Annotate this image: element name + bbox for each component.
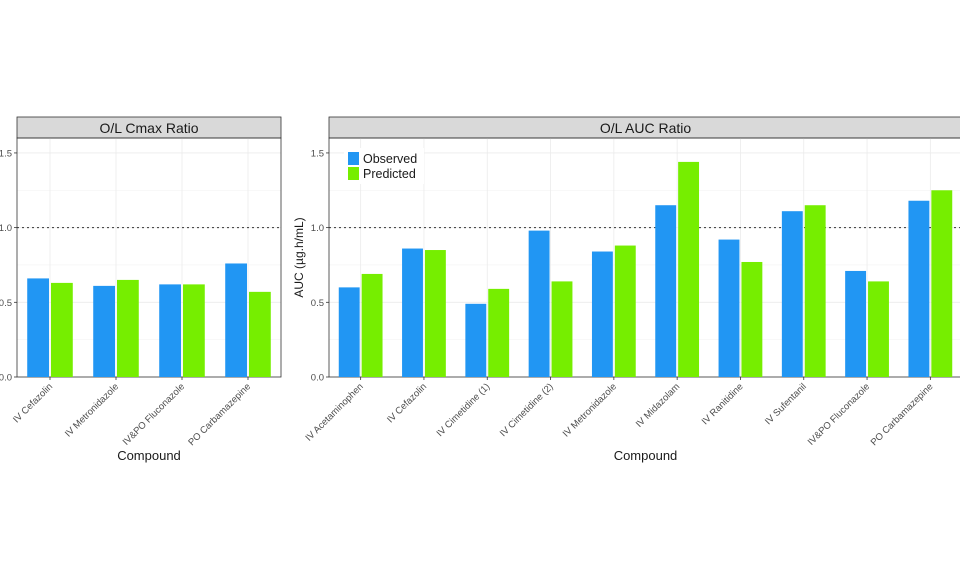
x-tick-label: IV Acetaminophen [303, 381, 365, 443]
panel-title: O/L Cmax Ratio [99, 120, 198, 136]
predicted-bar-6 [678, 161, 700, 377]
observed-bar-10 [908, 200, 930, 377]
x-tick-label: IV&PO Fluconazole [121, 381, 187, 447]
panel-border [16, 137, 282, 378]
x-tick-label: IV Ranitidine [700, 381, 746, 427]
y-tick-label: 0.5 [0, 298, 12, 309]
observed-bar-1 [27, 278, 49, 377]
observed-bar-3 [159, 284, 181, 377]
predicted-bar-7 [741, 261, 763, 377]
y-tick-label: 1.0 [311, 223, 324, 234]
observed-bar-4 [528, 230, 550, 377]
x-tick-label: IV Sufentanil [763, 381, 809, 427]
predicted-bar-4 [551, 281, 573, 377]
x-axis-title: Compound [614, 448, 678, 463]
observed-bar-2 [402, 248, 423, 377]
observed-bar-3 [465, 303, 487, 377]
y-axis-title: AUC (µg.h/mL) [292, 217, 306, 297]
observed-bar-6 [655, 205, 677, 377]
x-tick-label: IV Metronidazole [63, 381, 121, 439]
x-tick-label: IV Cimetidine (1) [435, 381, 493, 439]
x-tick-label: IV Metronidazole [561, 381, 619, 439]
panel-border [328, 137, 960, 378]
predicted-bar-1 [51, 282, 73, 377]
observed-bar-1 [338, 287, 360, 377]
observed-bar-5 [591, 251, 613, 377]
x-tick-label: IV Cimetidine (2) [498, 381, 556, 439]
observed-bar-2 [93, 285, 115, 377]
predicted-bar-8 [804, 205, 826, 377]
x-tick-label: PO Carbamazepine [186, 381, 253, 448]
predicted-bar-4 [249, 291, 271, 377]
observed-bar-4 [225, 263, 247, 377]
observed-bar-9 [845, 270, 867, 377]
x-tick-label: PO Carbamazepine [869, 381, 936, 448]
y-tick-label: 0.0 [0, 373, 12, 384]
predicted-bar-3 [183, 284, 205, 377]
y-tick-label: 1.0 [0, 223, 12, 234]
legend-key-observed [348, 152, 359, 165]
x-tick-label: IV Cefazolin [11, 381, 55, 425]
x-tick-label: IV&PO Fluconazole [806, 381, 872, 447]
x-axis-title: Compound [117, 448, 181, 463]
predicted-bar-5 [614, 245, 636, 377]
y-tick-label: 1.5 [0, 148, 12, 159]
predicted-bar-1 [361, 273, 383, 377]
observed-bar-8 [781, 211, 803, 377]
predicted-bar-9 [868, 281, 889, 377]
legend-label-observed: Observed [363, 152, 417, 166]
panel-title: O/L AUC Ratio [600, 120, 692, 136]
legend-key-predicted [348, 167, 359, 180]
predicted-bar-2 [117, 279, 139, 377]
observed-bar-7 [718, 239, 740, 377]
predicted-bar-3 [488, 288, 510, 377]
x-tick-label: IV Cefazolin [385, 381, 429, 425]
y-tick-label: 1.5 [311, 148, 324, 159]
auc-panel: O/L AUC Ratio 0.0 0.5 1.0 1.5 IV Acetaminophe… [292, 116, 960, 463]
legend-label-predicted: Predicted [363, 167, 416, 181]
predicted-bar-10 [931, 190, 953, 377]
y-tick-label: 0.0 [311, 373, 324, 384]
predicted-bar-2 [424, 250, 446, 377]
x-tick-label: IV Midazolam [634, 381, 683, 430]
y-tick-label: 0.5 [311, 298, 324, 309]
